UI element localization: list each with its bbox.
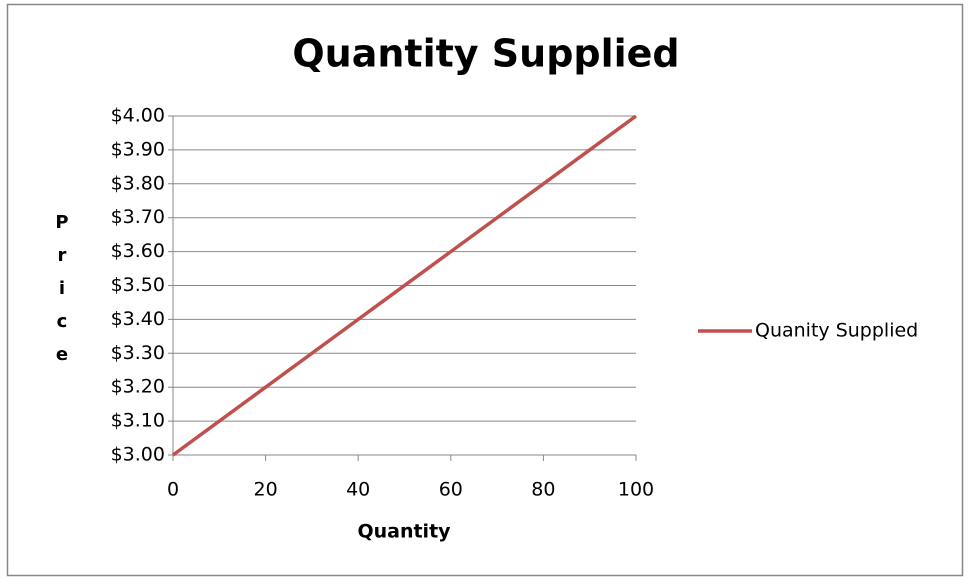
x-tick-label: 20 [254, 479, 278, 501]
x-tick-label: 100 [618, 479, 654, 501]
y-tick-label: $3.70 [111, 206, 165, 228]
y-tick-label: $3.40 [111, 308, 165, 330]
chart-frame [6, 3, 964, 577]
y-tick-label: $3.50 [111, 274, 165, 296]
y-axis-label: Price [52, 212, 73, 377]
chart-title: Quantity Supplied [292, 32, 679, 76]
data-line [171, 114, 638, 457]
legend-label: Quanity Supplied [755, 320, 918, 342]
y-tick-label: $3.30 [111, 342, 165, 364]
y-tick-label: $3.60 [111, 240, 165, 262]
x-tick-label: 60 [439, 479, 463, 501]
x-tick-label: 0 [167, 479, 179, 501]
y-tick-label: $3.90 [111, 138, 165, 160]
y-tick-label: $3.00 [111, 444, 165, 466]
y-tick-label: $3.10 [111, 410, 165, 432]
x-axis-label: Quantity [357, 521, 451, 543]
x-tick-label: 40 [346, 479, 370, 501]
y-tick-label: $3.20 [111, 376, 165, 398]
y-tick-label: $4.00 [111, 105, 165, 127]
x-tick-label: 80 [531, 479, 555, 501]
y-tick-label: $3.80 [111, 172, 165, 194]
